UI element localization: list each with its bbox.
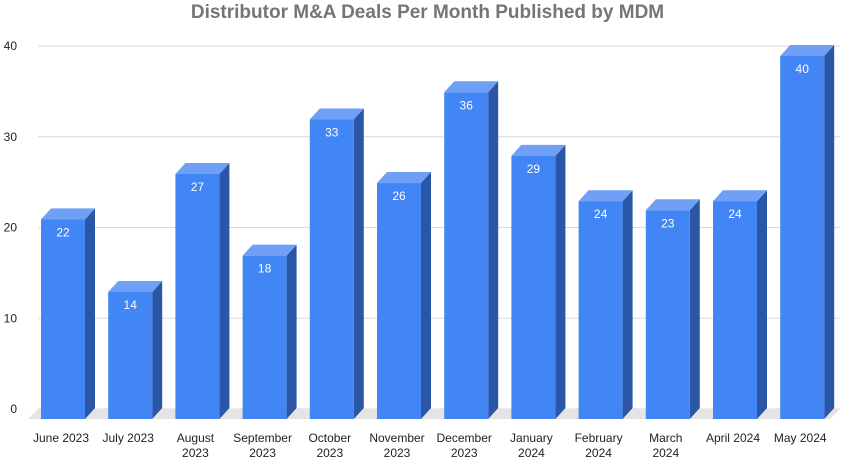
bar-top: [511, 144, 566, 156]
bar-6: 36: [444, 81, 499, 420]
bar-7: 29: [511, 144, 566, 419]
bar-top: [713, 190, 767, 202]
x-tick-label: 2024: [585, 446, 612, 460]
x-tick-label: January: [510, 431, 553, 445]
x-tick-label: March: [649, 431, 682, 445]
bar-side: [85, 208, 95, 419]
bar-top: [377, 172, 431, 184]
data-label: 24: [728, 207, 742, 221]
bar-front: [41, 219, 85, 419]
data-label: 18: [258, 262, 272, 276]
bar-front: [444, 92, 489, 420]
bar-top: [175, 162, 230, 174]
bar-front: [175, 173, 220, 419]
bar-top: [645, 199, 700, 211]
bar-1: 14: [108, 280, 163, 419]
bar-side: [219, 162, 230, 419]
data-label: 23: [661, 216, 675, 230]
x-tick-label: June 2023: [33, 431, 89, 445]
x-tick-label: September: [233, 431, 292, 445]
data-label: 27: [191, 180, 205, 194]
bar-front: [713, 201, 757, 419]
bar-side: [824, 45, 835, 419]
bar-top: [578, 190, 633, 202]
bars: 22 14 27 18 33 26 36 29 24 23 24 40: [41, 45, 835, 420]
x-tick-label: April 2024: [706, 431, 760, 445]
x-tick-label: 2023: [451, 446, 478, 460]
bar-front: [242, 255, 287, 419]
bar-8: 24: [578, 190, 633, 419]
bar-front: [377, 183, 421, 419]
bar-top: [242, 244, 297, 256]
bar-side: [353, 108, 364, 420]
bar-top: [444, 81, 499, 93]
bar-front: [511, 155, 556, 419]
x-tick-label: October: [308, 431, 351, 445]
bar-front: [780, 56, 825, 419]
bar-side: [555, 144, 566, 419]
bar-side: [421, 172, 431, 419]
bar-side: [622, 190, 633, 419]
data-label: 14: [124, 298, 138, 312]
y-axis-ticks: 0 10 20 30 40: [4, 39, 18, 416]
bar-2: 27: [175, 162, 230, 419]
y-tick-label: 20: [4, 221, 18, 235]
bar-4: 33: [309, 108, 364, 420]
bar-top: [780, 45, 835, 56]
floor-plane: [28, 409, 840, 419]
data-label: 26: [392, 189, 406, 203]
x-axis-labels: June 2023 July 2023 August2023September202…: [33, 431, 827, 460]
chart-title: Distributor M&A Deals Per Month Publishe…: [190, 2, 665, 23]
x-tick-label: July 2023: [103, 431, 155, 445]
x-tick-label: November: [369, 431, 424, 445]
data-label: 40: [796, 62, 810, 76]
data-label: 29: [527, 162, 541, 176]
bar-front: [578, 201, 623, 419]
bar-side: [689, 199, 700, 419]
data-label: 24: [594, 207, 608, 221]
x-tick-label: 2024: [518, 446, 545, 460]
x-tick-label: 2023: [182, 446, 209, 460]
x-tick-label: 2023: [316, 446, 343, 460]
x-tick-label: December: [437, 431, 492, 445]
y-tick-label: 0: [10, 402, 17, 416]
bar-side: [286, 244, 297, 419]
bar-9: 23: [645, 199, 700, 419]
bar-11: 40: [780, 45, 835, 419]
bar-front: [645, 210, 690, 419]
data-label: 33: [325, 126, 339, 140]
bar-top: [41, 208, 95, 220]
bar-5: 26: [377, 172, 431, 419]
y-tick-label: 40: [4, 39, 18, 53]
bar-10: 24: [713, 190, 767, 419]
y-tick-label: 10: [4, 311, 18, 325]
x-tick-label: August: [177, 431, 215, 445]
x-tick-label: 2024: [652, 446, 679, 460]
bar-side: [488, 81, 499, 420]
data-label: 22: [56, 225, 70, 239]
bar-side: [757, 190, 767, 419]
y-tick-label: 30: [4, 130, 18, 144]
bar-3: 18: [242, 244, 297, 419]
bar-front: [108, 291, 153, 419]
data-label: 36: [460, 98, 474, 112]
bar-0: 22: [41, 208, 95, 419]
chart-floor: [28, 409, 840, 419]
bar-top: [309, 108, 364, 120]
x-tick-label: 2023: [249, 446, 276, 460]
x-tick-label: February: [575, 431, 623, 445]
bar-top: [108, 280, 163, 292]
x-tick-label: 2023: [384, 446, 411, 460]
bar-front: [309, 119, 354, 420]
bar-side: [152, 280, 163, 419]
x-tick-label: May 2024: [774, 431, 827, 445]
